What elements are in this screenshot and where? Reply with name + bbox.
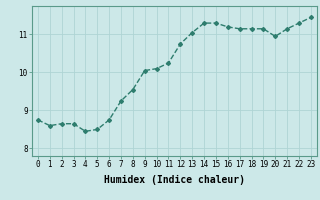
X-axis label: Humidex (Indice chaleur): Humidex (Indice chaleur) (104, 175, 245, 185)
